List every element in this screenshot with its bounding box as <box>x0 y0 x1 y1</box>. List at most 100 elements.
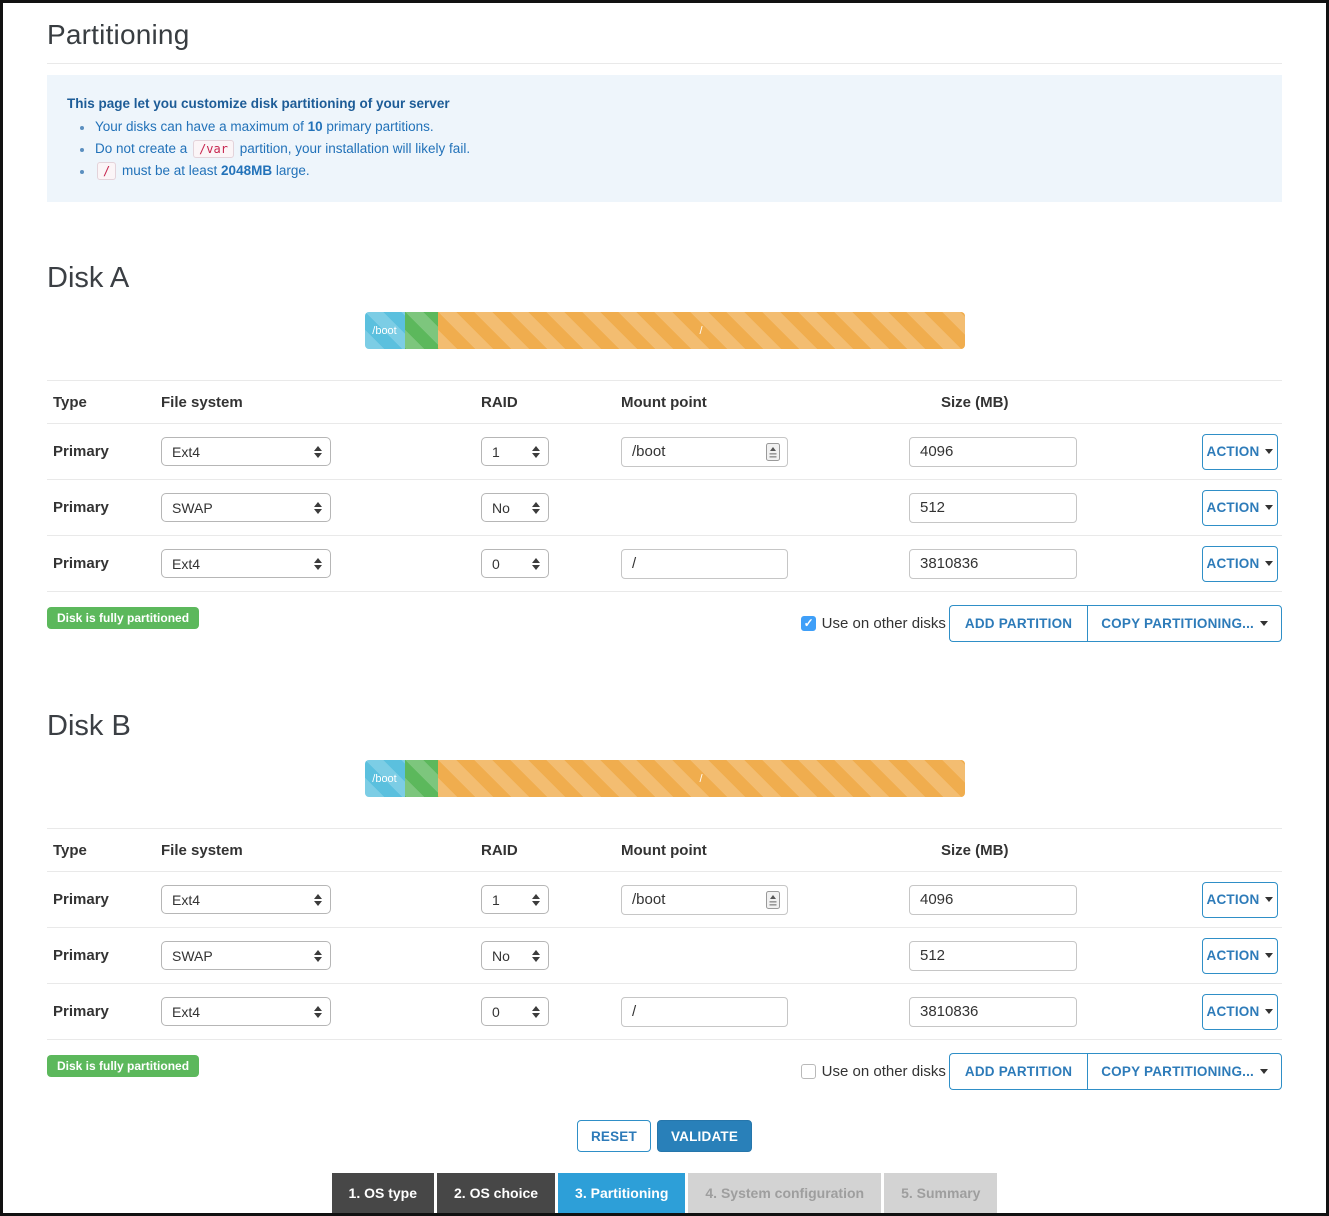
combobox-icon[interactable] <box>766 442 780 461</box>
disk-b-button-group: ADD PARTITION COPY PARTITIONING... <box>948 1053 1282 1090</box>
action-button[interactable]: ACTION <box>1202 433 1278 470</box>
type-header: Type <box>53 841 87 859</box>
info-item-root-size: / must be at least 2048MB large. <box>80 162 1262 180</box>
raid-select[interactable]: 1 <box>481 885 549 914</box>
action-button[interactable]: ACTION <box>1202 545 1278 582</box>
table-row: Primary Ext4 0 ACTION <box>47 984 1282 1040</box>
disk-b-footer: Disk is fully partitioned Use on other d… <box>47 1053 1282 1090</box>
size-input[interactable] <box>909 492 1077 523</box>
file-system-select[interactable]: Ext4 <box>161 997 331 1026</box>
action-button[interactable]: ACTION <box>1202 881 1278 918</box>
disk-a-button-group: ADD PARTITION COPY PARTITIONING... <box>948 605 1282 642</box>
partition-type: Primary <box>53 891 109 908</box>
copy-partitioning-button[interactable]: COPY PARTITIONING... <box>1087 1053 1282 1090</box>
select-stepper-icon <box>532 445 548 458</box>
file-system-select[interactable]: Ext4 <box>161 437 331 466</box>
type-header: Type <box>53 393 87 411</box>
select-stepper-icon <box>314 893 330 906</box>
raid-select[interactable]: 1 <box>481 437 549 466</box>
use-on-other-disks[interactable]: Use on other disks <box>800 615 946 632</box>
step-os-choice[interactable]: 2. OS choice <box>437 1173 556 1213</box>
caret-down-icon <box>1265 897 1274 902</box>
file-system-header: File system <box>161 841 243 859</box>
select-stepper-icon <box>532 1005 548 1018</box>
disk-a-partition-bar: /boot / <box>364 312 965 349</box>
partition-type: Primary <box>53 1003 109 1020</box>
partition-type: Primary <box>53 947 109 964</box>
disk-a-heading: Disk A <box>47 262 130 294</box>
step-os-type[interactable]: 1. OS type <box>331 1173 434 1213</box>
mount-point-header: Mount point <box>621 393 707 411</box>
select-stepper-icon <box>314 557 330 570</box>
select-stepper-icon <box>532 501 548 514</box>
partition-type: Primary <box>53 555 109 572</box>
mount-point-input[interactable] <box>621 884 788 915</box>
status-badge: Disk is fully partitioned <box>47 607 200 629</box>
partition-type: Primary <box>53 499 109 516</box>
disk-a-footer: Disk is fully partitioned Use on other d… <box>47 605 1282 642</box>
mount-point-header: Mount point <box>621 841 707 859</box>
boot-partition-segment: /boot <box>364 760 405 797</box>
action-button[interactable]: ACTION <box>1202 937 1278 974</box>
size-input[interactable] <box>909 436 1077 467</box>
table-row: Primary SWAP No ACTION <box>47 928 1282 984</box>
select-stepper-icon <box>314 445 330 458</box>
swap-partition-segment <box>404 312 438 349</box>
caret-down-icon <box>1265 449 1274 454</box>
size-header: Size (MB) <box>941 841 1009 859</box>
size-header: Size (MB) <box>941 393 1009 411</box>
mount-point-input[interactable] <box>621 996 788 1027</box>
info-item-max-partitions: Your disks can have a maximum of 10 prim… <box>80 119 1262 134</box>
partition-type: Primary <box>53 443 109 460</box>
root-partition-segment: / <box>437 312 965 349</box>
raid-select[interactable]: 0 <box>481 549 549 578</box>
add-partition-button[interactable]: ADD PARTITION <box>948 1053 1088 1090</box>
use-on-other-disks[interactable]: Use on other disks <box>800 1063 946 1080</box>
select-stepper-icon <box>532 893 548 906</box>
table-row: Primary Ext4 1 ACTION <box>47 872 1282 928</box>
copy-partitioning-button[interactable]: COPY PARTITIONING... <box>1087 605 1282 642</box>
info-panel: This page let you customize disk partiti… <box>47 75 1282 202</box>
action-button[interactable]: ACTION <box>1202 993 1278 1030</box>
select-stepper-icon <box>532 557 548 570</box>
step-partitioning[interactable]: 3. Partitioning <box>558 1173 686 1213</box>
file-system-select[interactable]: SWAP <box>161 941 331 970</box>
use-on-other-disks-checkbox[interactable] <box>800 616 816 631</box>
validate-button[interactable]: VALIDATE <box>656 1120 753 1152</box>
size-input[interactable] <box>909 884 1077 915</box>
step-summary: 5. Summary <box>884 1173 998 1213</box>
root-partition-segment: / <box>437 760 965 797</box>
caret-down-icon <box>1265 1009 1274 1014</box>
reset-button[interactable]: RESET <box>576 1120 651 1152</box>
size-input[interactable] <box>909 940 1077 971</box>
info-list: Your disks can have a maximum of 10 prim… <box>80 119 1262 180</box>
raid-select[interactable]: No <box>481 941 549 970</box>
swap-partition-segment <box>404 760 438 797</box>
disk-b-heading: Disk B <box>47 710 131 742</box>
mount-point-input[interactable] <box>621 548 788 579</box>
mount-point-input[interactable] <box>621 436 788 467</box>
add-partition-button[interactable]: ADD PARTITION <box>948 605 1088 642</box>
file-system-select[interactable]: SWAP <box>161 493 331 522</box>
table-header-row: Type File system RAID Mount point Size (… <box>47 380 1282 424</box>
size-input[interactable] <box>909 548 1077 579</box>
page-header: Partitioning <box>47 3 1282 64</box>
table-row: Primary SWAP No ACTION <box>47 480 1282 536</box>
select-stepper-icon <box>314 949 330 962</box>
file-system-header: File system <box>161 393 243 411</box>
var-code: /var <box>193 140 234 158</box>
raid-select[interactable]: 0 <box>481 997 549 1026</box>
file-system-select[interactable]: Ext4 <box>161 549 331 578</box>
raid-select[interactable]: No <box>481 493 549 522</box>
table-header-row: Type File system RAID Mount point Size (… <box>47 828 1282 872</box>
action-button[interactable]: ACTION <box>1202 489 1278 526</box>
raid-header: RAID <box>481 393 518 411</box>
size-input[interactable] <box>909 996 1077 1027</box>
combobox-icon[interactable] <box>766 890 780 909</box>
status-badge: Disk is fully partitioned <box>47 1055 200 1077</box>
select-stepper-icon <box>314 1005 330 1018</box>
caret-down-icon <box>1265 505 1274 510</box>
use-on-other-disks-checkbox[interactable] <box>800 1064 816 1079</box>
file-system-select[interactable]: Ext4 <box>161 885 331 914</box>
